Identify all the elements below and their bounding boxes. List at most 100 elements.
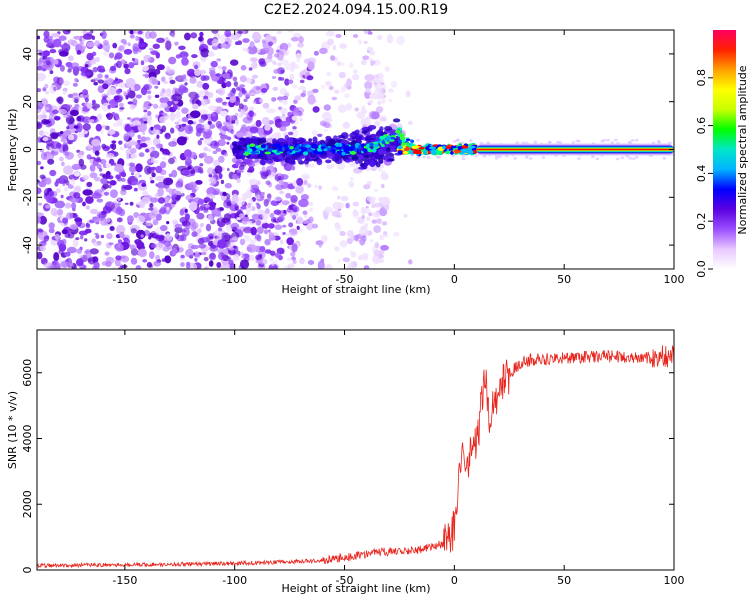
noise-blob [123, 63, 129, 69]
noise-blob [171, 201, 177, 205]
noise-blob [207, 214, 213, 222]
noise-blob [75, 237, 80, 241]
noise-blob [577, 157, 581, 161]
noise-blob [482, 154, 487, 158]
noise-blob [156, 134, 160, 139]
noise-blob [161, 76, 166, 82]
noise-blob [259, 191, 265, 196]
noise-blob [166, 221, 170, 225]
noise-blob [211, 30, 219, 34]
noise-blob [73, 35, 81, 40]
noise-blob [556, 140, 560, 144]
noise-blob [251, 74, 259, 79]
noise-blob [273, 209, 282, 215]
noise-blob [337, 104, 347, 113]
noise-blob [208, 177, 215, 183]
signal-highlight [271, 144, 277, 147]
noise-blob [357, 254, 364, 261]
noise-blob [49, 70, 54, 75]
x-tick-label: 0 [451, 574, 458, 587]
noise-blob [356, 111, 366, 119]
noise-blob [272, 86, 279, 91]
noise-blob [264, 124, 271, 131]
noise-blob [37, 49, 43, 53]
noise-blob [118, 82, 127, 88]
noise-blob [245, 48, 250, 53]
noise-blob [149, 197, 159, 203]
noise-blob [152, 43, 160, 49]
noise-blob [211, 207, 222, 217]
noise-blob [194, 69, 201, 76]
signal-blob [387, 158, 395, 162]
noise-blob [155, 143, 163, 149]
signal-highlight [450, 145, 457, 149]
noise-blob [249, 57, 258, 62]
noise-blob [216, 262, 222, 268]
signal-highlight [402, 151, 409, 155]
signal-highlight [283, 144, 289, 149]
noise-blob [109, 189, 118, 199]
signal-blob [325, 159, 332, 164]
saturated-signal-line [476, 149, 674, 150]
signal-highlight [374, 143, 379, 148]
noise-blob [69, 223, 78, 230]
noise-blob [282, 232, 286, 235]
noise-blob [188, 181, 197, 189]
noise-blob [82, 201, 86, 207]
colorbar-tick-label: 0.8 [695, 69, 708, 87]
noise-blob [150, 166, 157, 171]
noise-blob [373, 211, 381, 218]
signal-highlight [302, 151, 309, 156]
y-tick-label: 6000 [21, 359, 34, 387]
noise-blob [155, 165, 163, 174]
noise-blob [303, 180, 308, 185]
noise-blob [149, 251, 155, 260]
noise-blob [37, 136, 42, 140]
noise-blob [280, 107, 288, 115]
noise-blob [38, 202, 42, 206]
noise-blob [109, 180, 117, 186]
snr-x-axis: -150 -100 -50 0 50 100 [112, 330, 685, 587]
noise-blob [209, 186, 215, 192]
noise-blob [64, 251, 71, 257]
noise-blob [290, 195, 298, 203]
noise-blob [288, 79, 294, 85]
noise-blob [392, 231, 400, 237]
noise-blob [150, 180, 155, 184]
noise-blob [384, 66, 391, 72]
noise-blob [388, 88, 394, 93]
noise-blob [142, 190, 149, 196]
signal-highlight [467, 150, 474, 155]
noise-blob [105, 217, 111, 223]
noise-blob [69, 263, 74, 267]
noise-blob [261, 39, 266, 44]
noise-blob [48, 36, 53, 40]
noise-blob [133, 187, 138, 192]
noise-blob [131, 57, 136, 62]
noise-blob [174, 88, 179, 92]
signal-highlight [296, 144, 300, 148]
noise-blob [268, 232, 274, 237]
noise-blob [369, 31, 373, 35]
noise-blob [242, 38, 250, 43]
noise-blob [37, 60, 42, 66]
noise-blob [46, 60, 51, 66]
snr-panel: -150 -100 -50 0 50 100 0 2000 4000 6000 Height o… [6, 329, 685, 595]
noise-blob [43, 36, 50, 43]
noise-blob [416, 138, 420, 142]
noise-blob [191, 97, 200, 106]
noise-blob [151, 172, 156, 178]
noise-blob [456, 138, 460, 142]
noise-blob [337, 259, 341, 264]
noise-blob [352, 34, 359, 38]
noise-blob [84, 64, 89, 68]
signal-highlight [397, 150, 403, 155]
noise-blob [278, 215, 285, 222]
noise-blob [239, 213, 245, 219]
noise-blob [132, 46, 139, 55]
noise-blob [69, 109, 79, 117]
signal-highlight [442, 145, 446, 150]
noise-blob [228, 242, 236, 251]
noise-blob [300, 194, 309, 201]
signal-highlight [281, 146, 285, 152]
